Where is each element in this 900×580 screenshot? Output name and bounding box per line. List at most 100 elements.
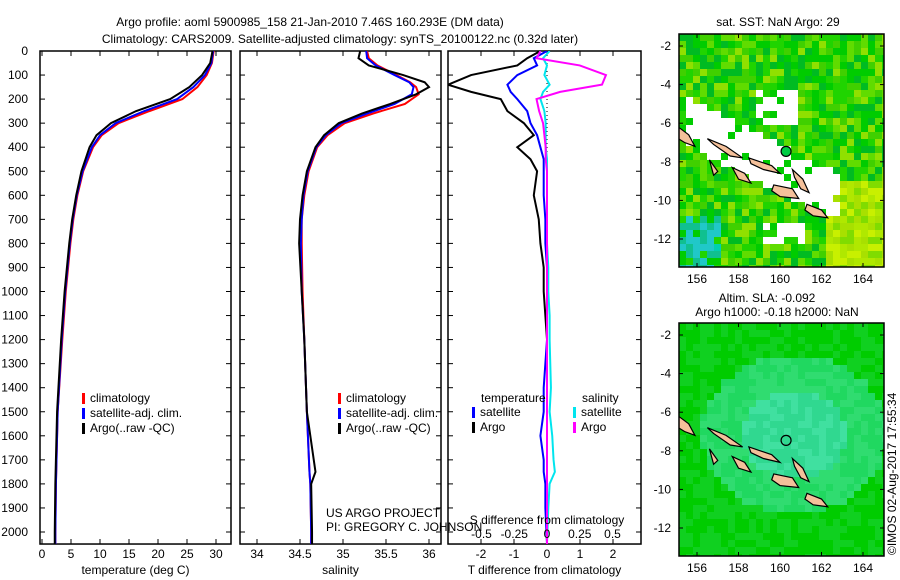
map-cell [826, 146, 833, 153]
map-cell [756, 111, 763, 118]
map-cell [686, 153, 693, 160]
map-cell [693, 330, 700, 337]
map-cell [882, 351, 884, 358]
map-cell [875, 470, 882, 477]
map-cell [875, 202, 882, 209]
map-cell [819, 547, 826, 554]
map-cell [882, 174, 884, 181]
map-cell [847, 519, 854, 526]
map-cell [728, 512, 735, 519]
map-cell [700, 216, 707, 223]
map-cell [882, 400, 884, 407]
map-cell [868, 202, 875, 209]
map-cell [728, 195, 735, 202]
map-cell [693, 237, 700, 244]
map-cell [798, 76, 805, 83]
map-cell [763, 97, 770, 104]
legend-label: satellite-adj. clim. [90, 406, 182, 420]
map-cell [875, 265, 882, 267]
map-cell [728, 125, 735, 132]
map-cell [679, 230, 686, 237]
map-cell [833, 491, 840, 498]
map-cell [833, 393, 840, 400]
map-cell [700, 547, 707, 554]
map-cell [826, 174, 833, 181]
map-cell [805, 456, 812, 463]
map-cell [882, 463, 884, 470]
map-cell [693, 223, 700, 230]
map-cell [819, 118, 826, 125]
map-cell [700, 48, 707, 55]
y-tick-label: 1500 [1, 405, 28, 419]
map-cell [679, 526, 686, 533]
map-cell [833, 209, 840, 216]
map-cell [763, 407, 770, 414]
map-cell [728, 456, 735, 463]
map-cell [847, 554, 854, 556]
map-cell [861, 244, 868, 251]
map-cell [693, 209, 700, 216]
map-cell [777, 139, 784, 146]
map-cell [700, 209, 707, 216]
map-cell [777, 153, 784, 160]
map-cell [721, 449, 728, 456]
map-cell [770, 547, 777, 554]
map-cell [819, 97, 826, 104]
map-cell [784, 48, 791, 55]
map-cell [875, 125, 882, 132]
map-cell [840, 400, 847, 407]
map-cell [819, 230, 826, 237]
map-cell [707, 379, 714, 386]
x-axis-label: salinity [322, 563, 359, 577]
x-tick-label: 34.5 [288, 547, 312, 561]
map-cell [826, 139, 833, 146]
map-cell [826, 244, 833, 251]
map-cell [728, 519, 735, 526]
map-cell [868, 498, 875, 505]
map-cell [749, 62, 756, 69]
map-cell [861, 365, 868, 372]
map-cell [791, 104, 798, 111]
map-cell [791, 97, 798, 104]
map-cell [875, 55, 882, 62]
map-cell [805, 435, 812, 442]
map-cell [812, 237, 819, 244]
map-cell [756, 379, 763, 386]
map-cell [686, 195, 693, 202]
map-cell [728, 111, 735, 118]
map-cell [826, 533, 833, 540]
y-tick-label: -10 [654, 193, 672, 207]
map-cell [875, 428, 882, 435]
map-cell [770, 393, 777, 400]
map-cell [805, 547, 812, 554]
map-cell [735, 104, 742, 111]
map-cell [735, 526, 742, 533]
map-cell [700, 351, 707, 358]
map-cell [861, 505, 868, 512]
map-cell [784, 498, 791, 505]
y-tick-label: -4 [660, 78, 671, 92]
map-cell [798, 139, 805, 146]
map-cell [826, 188, 833, 195]
map-cell [882, 519, 884, 526]
map-cell [882, 344, 884, 351]
map-cell [833, 34, 840, 41]
map-cell [707, 76, 714, 83]
title-line-2: Climatology: CARS2009. Satellite-adjuste… [102, 32, 578, 46]
map-cell [798, 372, 805, 379]
map-cell [728, 230, 735, 237]
map-cell [707, 435, 714, 442]
map-cell [686, 181, 693, 188]
map-cell [854, 181, 861, 188]
map-cell [805, 533, 812, 540]
map-cell [707, 265, 714, 267]
map-cell [749, 97, 756, 104]
map-cell [826, 153, 833, 160]
map-cell [812, 407, 819, 414]
map-cell [763, 379, 770, 386]
map-cell [805, 358, 812, 365]
map-cell [861, 174, 868, 181]
map-cell [784, 421, 791, 428]
map-cell [875, 372, 882, 379]
map-cell [805, 76, 812, 83]
